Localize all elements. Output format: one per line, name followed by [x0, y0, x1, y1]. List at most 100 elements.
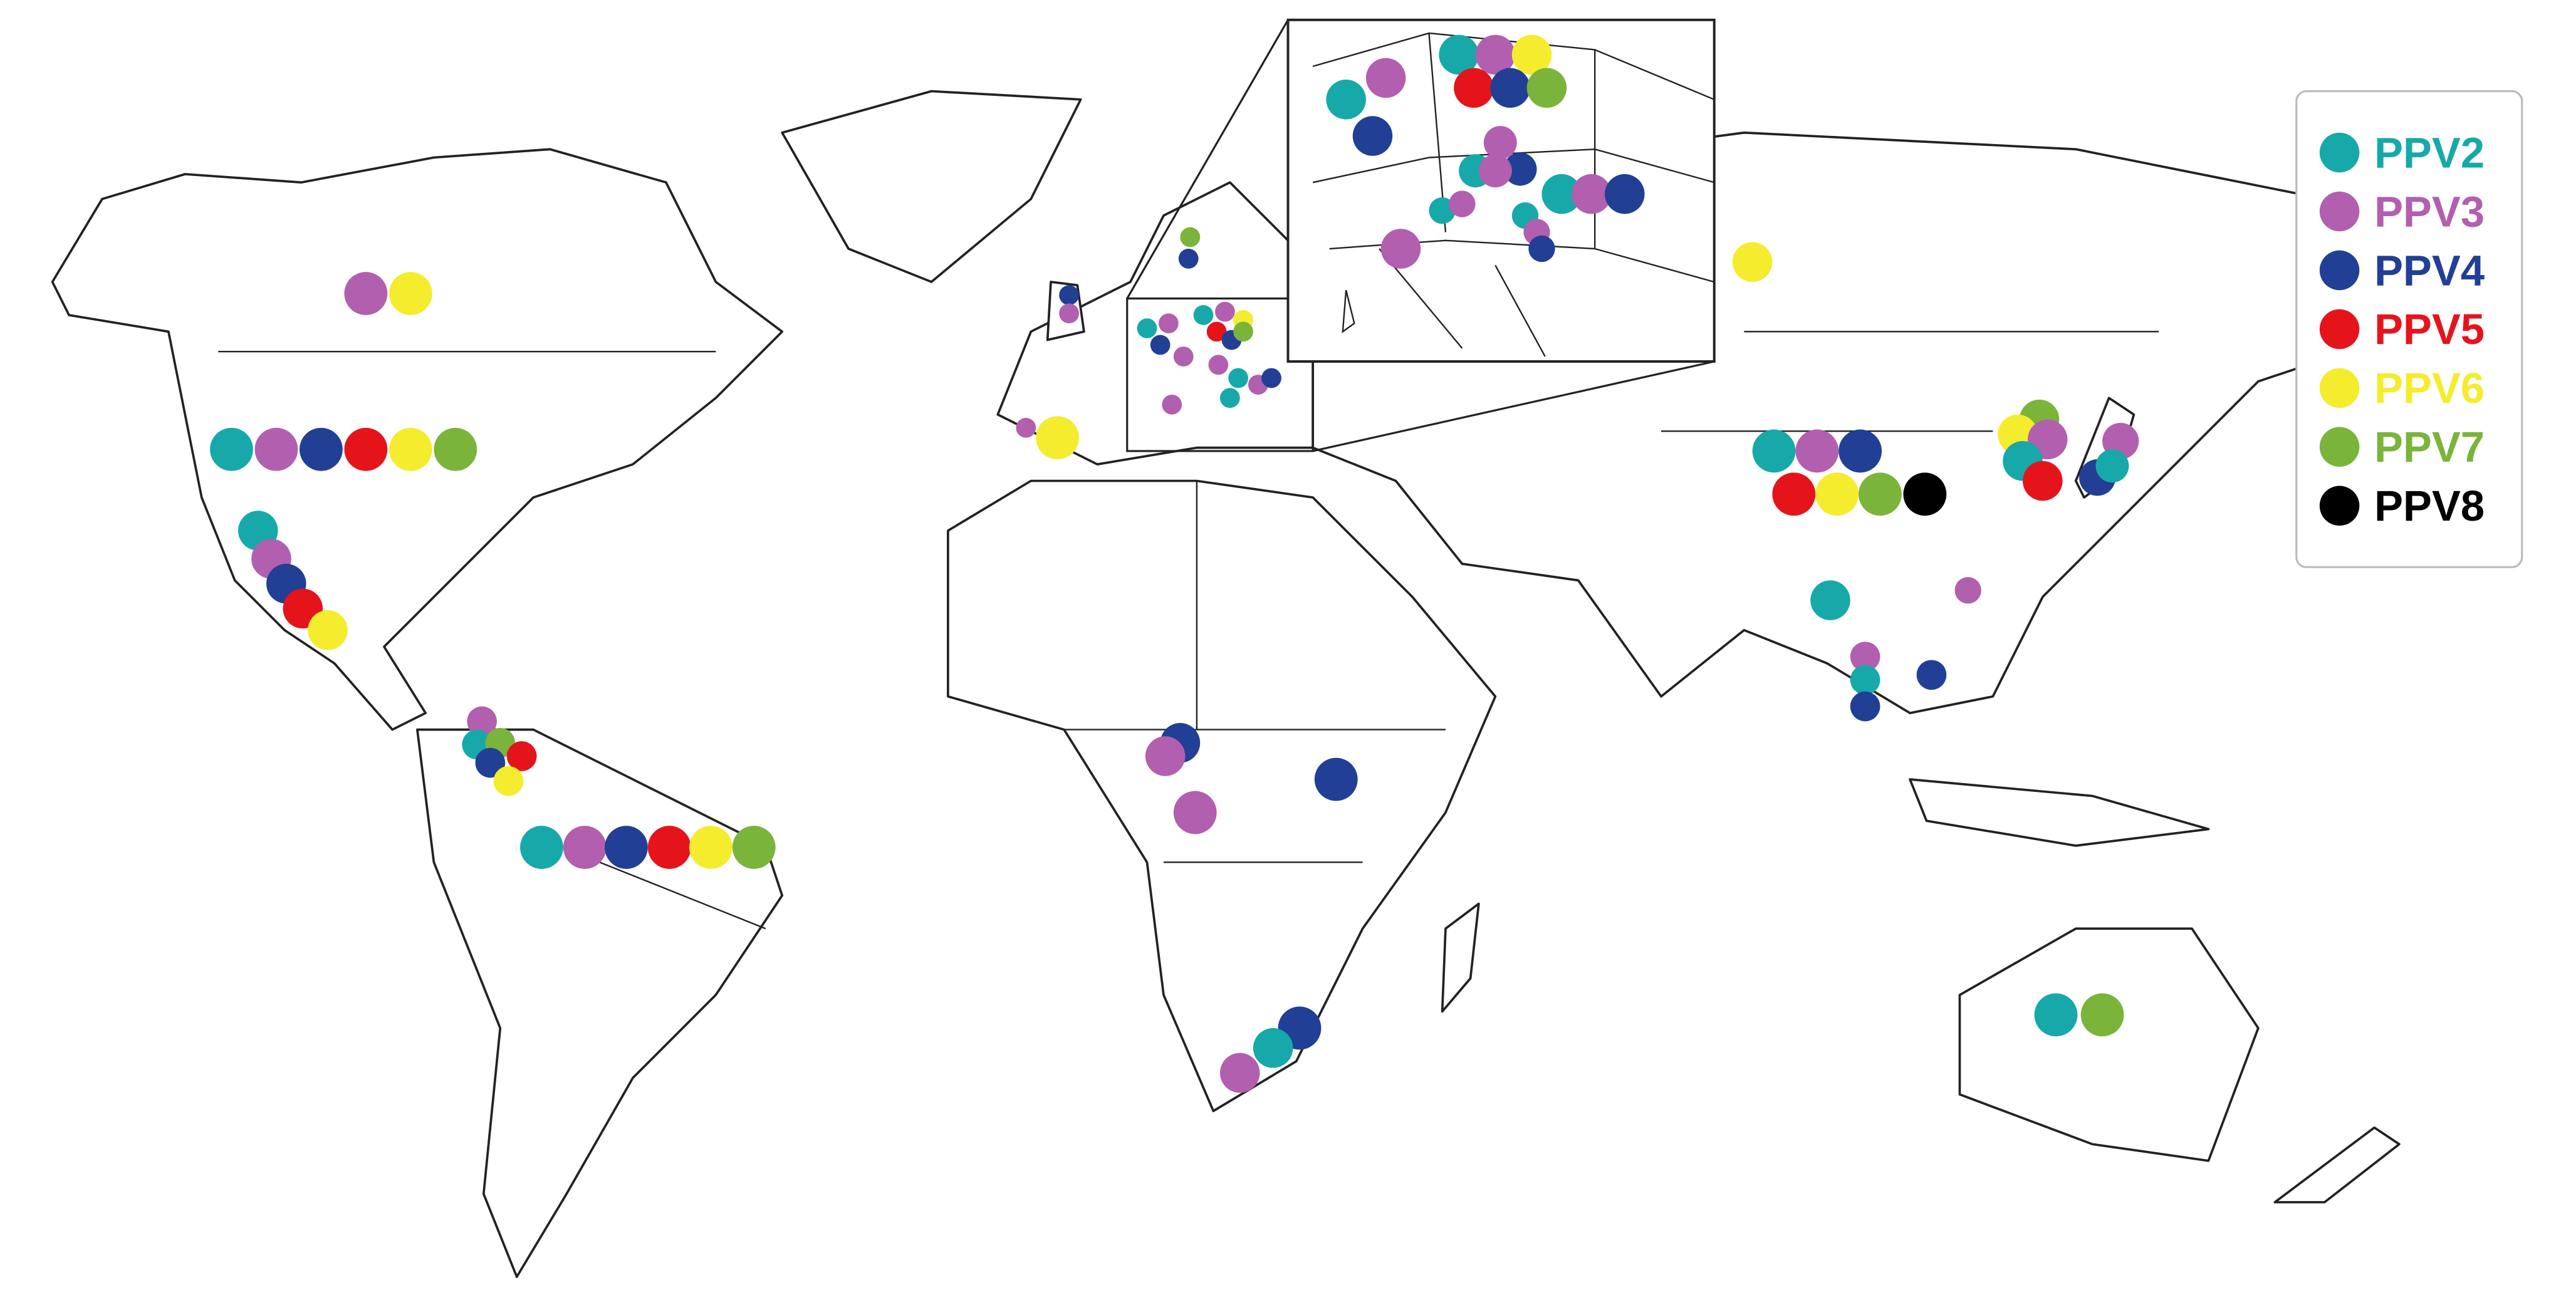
legend-swatch	[2319, 250, 2360, 291]
detection-dot	[299, 427, 343, 471]
detection-dot	[1352, 116, 1393, 156]
land-masses	[51, 90, 2409, 1278]
detection-dot	[1016, 418, 1036, 438]
detection-dot	[467, 706, 497, 737]
legend-label: PPV6	[2374, 364, 2485, 412]
legend-swatch	[2319, 132, 2360, 173]
detection-dot	[1429, 197, 1456, 224]
detection-dot	[1439, 34, 1479, 75]
detection-dot	[1478, 154, 1512, 188]
detection-dot	[1145, 736, 1186, 776]
detection-dot	[1178, 249, 1199, 269]
madagascar	[1441, 902, 1480, 1013]
detection-dot	[1219, 1053, 1260, 1093]
detection-dot	[1228, 368, 1248, 388]
detection-dot	[1173, 346, 1194, 366]
detection-dot	[1326, 80, 1366, 120]
detection-dot	[1233, 321, 1253, 342]
detection-dot	[493, 766, 524, 796]
detection-dot	[1503, 152, 1537, 186]
detection-dot	[1795, 429, 1839, 473]
detection-dot	[1380, 229, 1421, 269]
detection-dot	[732, 826, 776, 869]
detection-dot	[1314, 757, 1358, 801]
detection-dot	[1810, 580, 1850, 620]
detection-dot	[1215, 301, 1235, 322]
detection-dot	[1059, 303, 1079, 324]
inset-connector	[1126, 19, 1289, 299]
detection-dot	[1752, 429, 1796, 473]
detection-dot	[1732, 242, 1773, 282]
detection-dot	[520, 826, 563, 869]
detection-dot	[1059, 285, 1079, 306]
legend-swatch	[2319, 191, 2360, 232]
detection-dot	[1173, 791, 1217, 834]
legend-swatch	[2319, 309, 2360, 350]
detection-dot	[1150, 335, 1171, 355]
detection-dot	[344, 427, 388, 471]
detection-dot	[254, 427, 298, 471]
legend-label: PPV2	[2374, 128, 2485, 177]
legend-swatch	[2319, 427, 2360, 467]
detection-dot	[1903, 472, 1947, 516]
detection-dot	[689, 826, 733, 869]
legend: PPV2 PPV3 PPV4 PPV5 PPV6 PPV7 PPV8	[2295, 90, 2523, 568]
detection-dot	[1541, 174, 1582, 214]
detection-dot	[1253, 1028, 1293, 1068]
detection-dot	[1206, 321, 1227, 342]
detection-dot	[563, 826, 607, 869]
detection-dot	[388, 427, 432, 471]
inset-connector	[1312, 360, 1715, 452]
legend-label: PPV7	[2374, 423, 2485, 471]
detection-dot	[1850, 691, 1880, 722]
borders	[218, 331, 2159, 930]
detection-dot	[1838, 429, 1882, 473]
detection-dot	[1815, 472, 1859, 516]
detections	[210, 34, 2139, 1093]
detection-dot	[1572, 174, 1612, 214]
detection-dot	[1526, 68, 1567, 108]
detection-dot	[2095, 449, 2129, 483]
indonesia	[1909, 778, 2210, 847]
south-america	[416, 728, 784, 1278]
detection-dot	[1916, 660, 1947, 690]
legend-label: PPV8	[2374, 482, 2485, 530]
detection-dot	[344, 272, 388, 315]
detection-dot	[1511, 34, 1552, 75]
detection-dot	[2023, 460, 2063, 501]
detection-dot	[1954, 577, 1981, 604]
australia	[1958, 927, 2260, 1162]
legend-items: PPV2 PPV3 PPV4 PPV5 PPV6 PPV7 PPV8	[2319, 128, 2485, 530]
detection-dot	[1850, 665, 1880, 695]
legend-label: PPV4	[2374, 246, 2485, 294]
detection-dot	[1208, 355, 1229, 375]
greenland	[781, 90, 1082, 283]
detection-dot	[1261, 368, 1281, 388]
detection-dot	[1454, 68, 1494, 108]
detection-dot	[1193, 305, 1214, 325]
detection-dot	[605, 826, 648, 869]
detection-dot	[1475, 34, 1516, 75]
detection-dot	[1180, 227, 1201, 247]
detection-dot	[1159, 313, 1179, 334]
legend-label: PPV5	[2374, 305, 2485, 353]
legend-label: PPV3	[2374, 187, 2485, 236]
detection-dot	[1162, 394, 1182, 415]
legend-swatch	[2319, 486, 2360, 526]
detection-dot	[1137, 318, 1157, 338]
detection-dot	[1772, 472, 1816, 516]
detection-dot	[2034, 993, 2078, 1037]
detection-dot	[1483, 126, 1517, 160]
detection-dot	[1449, 190, 1476, 217]
detection-dot	[1859, 472, 1902, 516]
detection-dot	[1528, 235, 1555, 263]
detection-dot	[1036, 416, 1079, 460]
detection-dot	[1850, 642, 1880, 672]
detection-dot	[506, 741, 537, 771]
detection-dot	[647, 826, 691, 869]
detection-dot	[2080, 993, 2124, 1037]
legend-swatch	[2319, 368, 2360, 408]
detection-dot	[388, 272, 432, 315]
